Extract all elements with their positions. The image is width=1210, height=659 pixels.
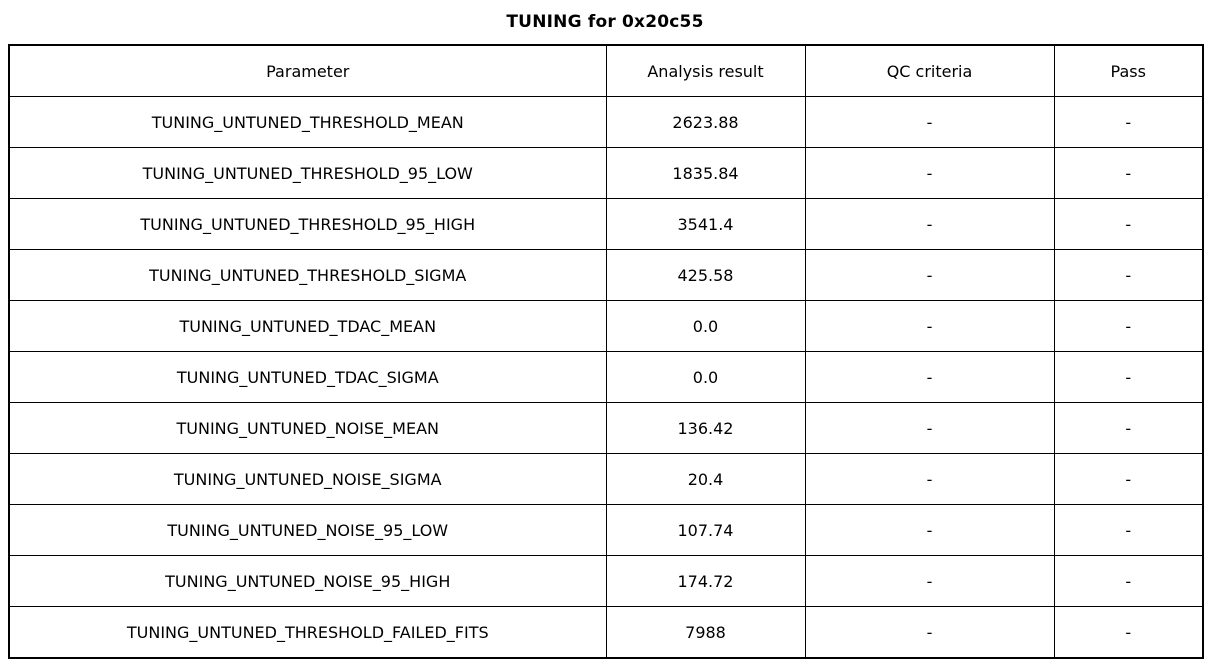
cell-analysis-result: 2623.88: [605, 96, 806, 148]
cell-parameter: TUNING_UNTUNED_THRESHOLD_SIGMA: [8, 249, 607, 301]
cell-parameter: TUNING_UNTUNED_TDAC_SIGMA: [8, 351, 607, 403]
cell-analysis-result: 425.58: [605, 249, 806, 301]
cell-pass: -: [1053, 96, 1204, 148]
cell-analysis-result: 20.4: [605, 453, 806, 505]
cell-qc-criteria: -: [804, 96, 1055, 148]
table-row: TUNING_UNTUNED_THRESHOLD_FAILED_FITS 7988…: [8, 606, 1204, 659]
cell-parameter: TUNING_UNTUNED_NOISE_SIGMA: [8, 453, 607, 505]
cell-analysis-result: 174.72: [605, 555, 806, 607]
column-header-analysis-result: Analysis result: [605, 44, 806, 97]
cell-qc-criteria: -: [804, 504, 1055, 556]
cell-qc-criteria: -: [804, 300, 1055, 352]
table-title: TUNING for 0x20c55: [506, 12, 704, 32]
cell-pass: -: [1053, 402, 1204, 454]
cell-analysis-result: 1835.84: [605, 147, 806, 199]
table-row: TUNING_UNTUNED_TDAC_SIGMA 0.0- -: [8, 351, 1204, 403]
cell-analysis-result: 3541.4: [605, 198, 806, 250]
cell-parameter: TUNING_UNTUNED_TDAC_MEAN: [8, 300, 607, 352]
cell-qc-criteria: -: [804, 198, 1055, 250]
cell-pass: -: [1053, 300, 1204, 352]
cell-qc-criteria: -: [804, 402, 1055, 454]
cell-analysis-result: 7988: [605, 606, 806, 659]
column-header-pass: Pass: [1053, 44, 1204, 97]
cell-qc-criteria: -: [804, 453, 1055, 505]
cell-parameter: TUNING_UNTUNED_NOISE_95_HIGH: [8, 555, 607, 607]
cell-parameter: TUNING_UNTUNED_NOISE_95_LOW: [8, 504, 607, 556]
cell-qc-criteria: -: [804, 147, 1055, 199]
table-row: TUNING_UNTUNED_NOISE_95_LOW 107.74- -: [8, 504, 1204, 556]
cell-analysis-result: 0.0: [605, 300, 806, 352]
table-row: TUNING_UNTUNED_NOISE_95_HIGH 174.72- -: [8, 555, 1204, 607]
cell-analysis-result: 0.0: [605, 351, 806, 403]
cell-pass: -: [1053, 249, 1204, 301]
table-row: TUNING_UNTUNED_THRESHOLD_MEAN 2623.88- -: [8, 96, 1204, 148]
table-row: TUNING_UNTUNED_THRESHOLD_SIGMA 425.58- -: [8, 249, 1204, 301]
cell-qc-criteria: -: [804, 555, 1055, 607]
cell-parameter: TUNING_UNTUNED_THRESHOLD_95_HIGH: [8, 198, 607, 250]
cell-analysis-result: 136.42: [605, 402, 806, 454]
cell-pass: -: [1053, 147, 1204, 199]
cell-parameter: TUNING_UNTUNED_THRESHOLD_FAILED_FITS: [8, 606, 607, 659]
cell-pass: -: [1053, 351, 1204, 403]
cell-qc-criteria: -: [804, 606, 1055, 659]
table-row: TUNING_UNTUNED_TDAC_MEAN 0.0- -: [8, 300, 1204, 352]
cell-pass: -: [1053, 606, 1204, 659]
table-row: TUNING_UNTUNED_THRESHOLD_95_LOW 1835.84- -: [8, 147, 1204, 199]
table-row: TUNING_UNTUNED_THRESHOLD_95_HIGH 3541.4- -: [8, 198, 1204, 250]
cell-parameter: TUNING_UNTUNED_THRESHOLD_MEAN: [8, 96, 607, 148]
table-row: TUNING_UNTUNED_NOISE_SIGMA 20.4- -: [8, 453, 1204, 505]
cell-pass: -: [1053, 198, 1204, 250]
cell-analysis-result: 107.74: [605, 504, 806, 556]
header-row: Parameter Analysis result QC criteria Pa…: [8, 44, 1204, 97]
cell-pass: -: [1053, 453, 1204, 505]
cell-qc-criteria: -: [804, 249, 1055, 301]
column-header-parameter: Parameter: [8, 44, 607, 97]
cell-parameter: TUNING_UNTUNED_NOISE_MEAN: [8, 402, 607, 454]
table-row: TUNING_UNTUNED_NOISE_MEAN 136.42- -: [8, 402, 1204, 454]
column-header-qc-criteria: QC criteria: [804, 44, 1055, 97]
tuning-results-table: Parameter Analysis result QC criteria Pa…: [8, 44, 1204, 659]
cell-pass: -: [1053, 504, 1204, 556]
cell-parameter: TUNING_UNTUNED_THRESHOLD_95_LOW: [8, 147, 607, 199]
cell-qc-criteria: -: [804, 351, 1055, 403]
cell-pass: -: [1053, 555, 1204, 607]
